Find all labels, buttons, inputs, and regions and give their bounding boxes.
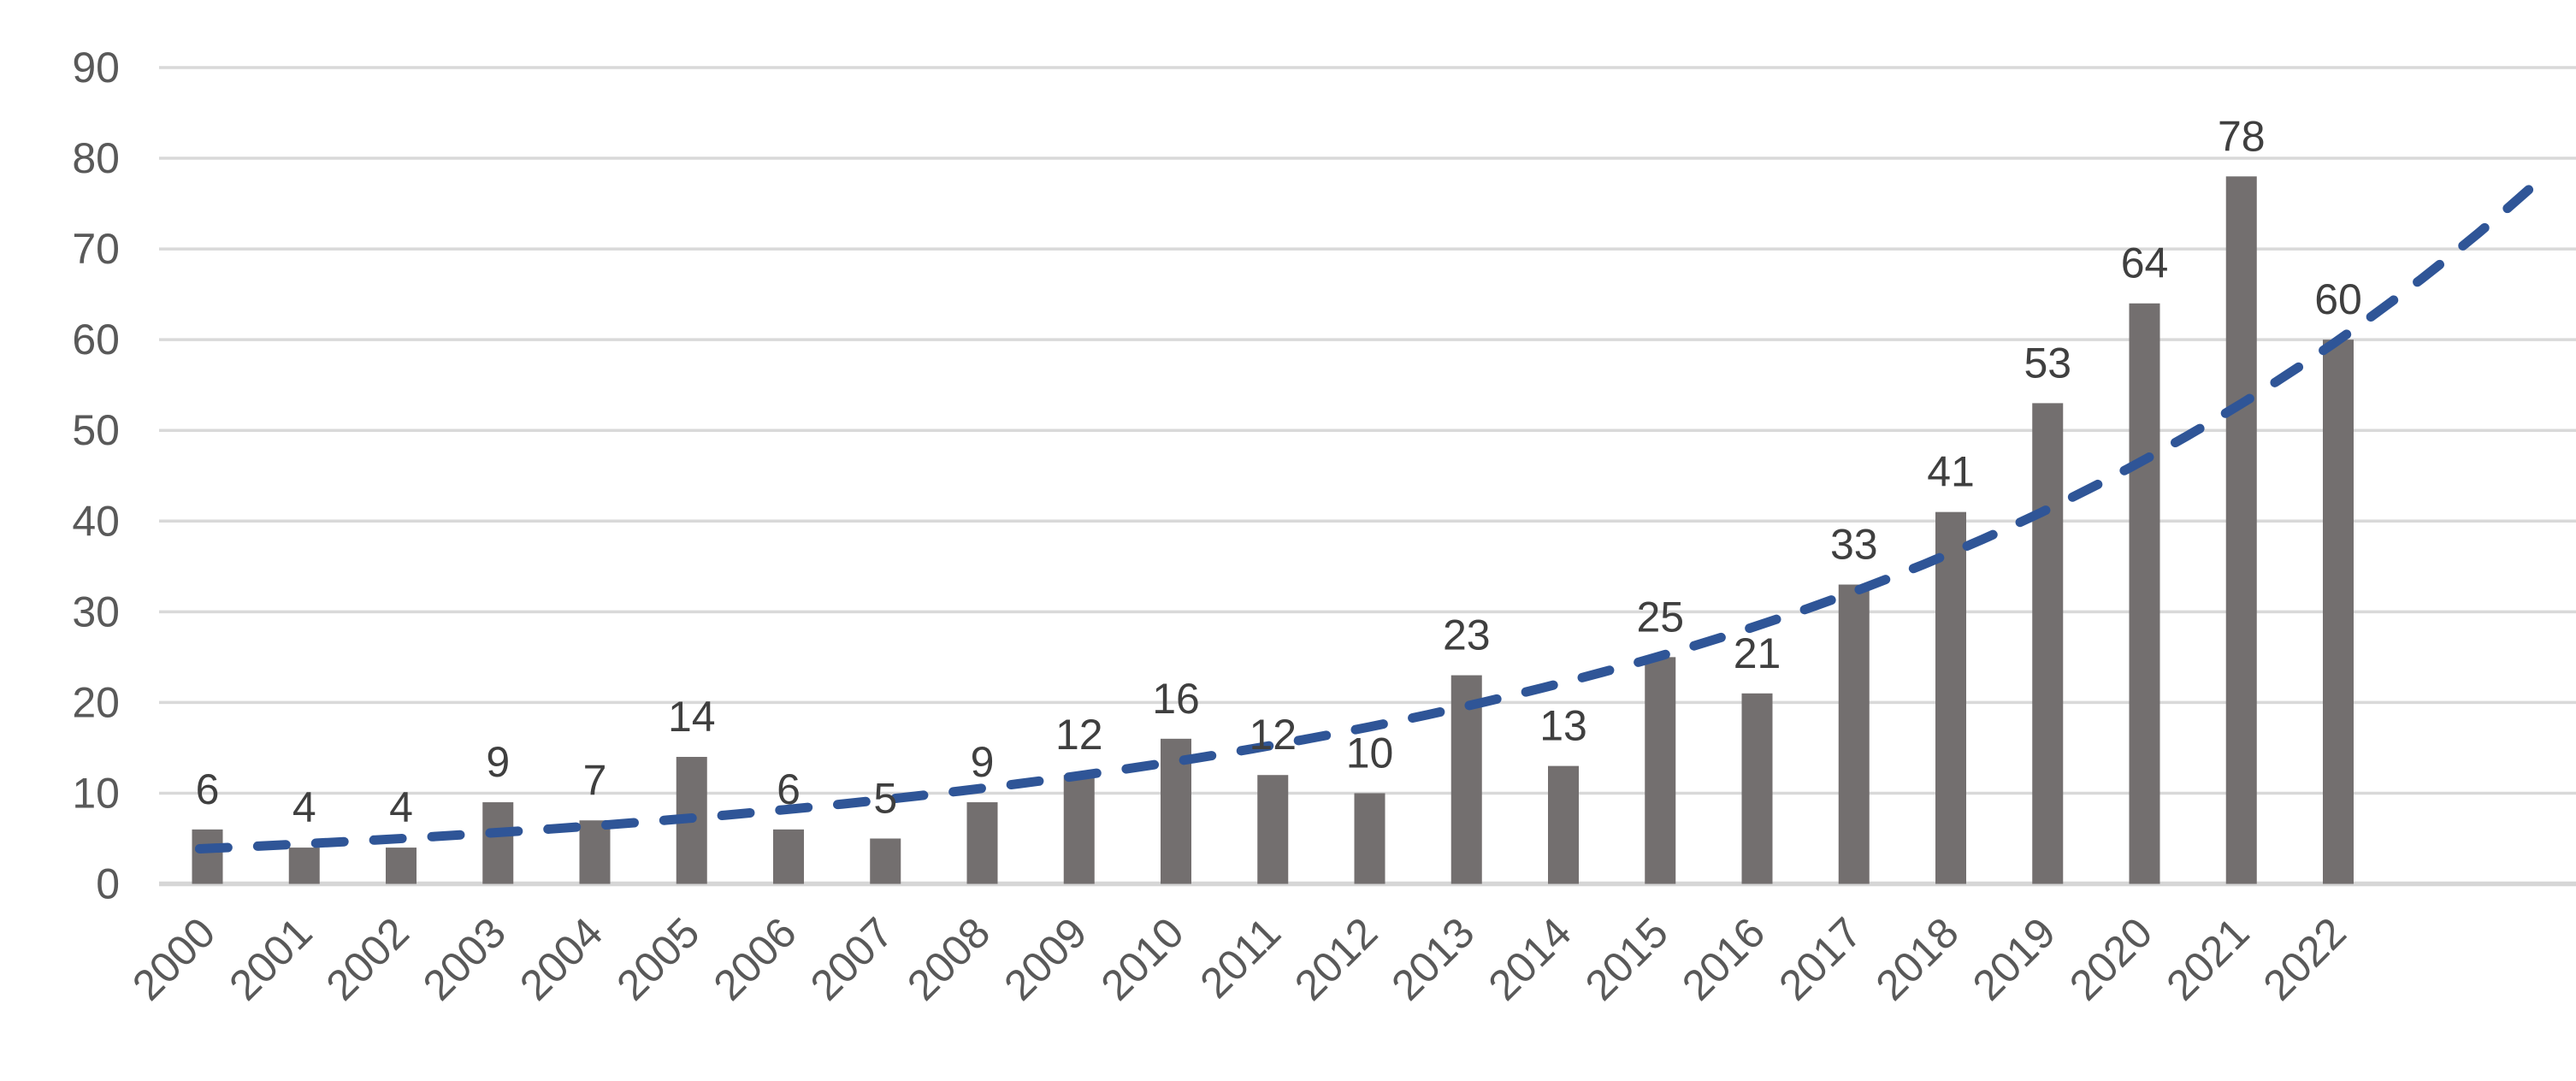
y-axis-tick-label-10: 10 xyxy=(72,769,120,817)
value-label-2000: 6 xyxy=(196,765,220,813)
bar-2016 xyxy=(1741,693,1773,884)
x-axis-tick-label-2020: 2020 xyxy=(2060,908,2161,1009)
value-label-2005: 14 xyxy=(668,693,716,741)
y-axis-tick-label-30: 30 xyxy=(72,588,120,635)
bar-2004 xyxy=(579,820,611,884)
y-axis-tick-label-20: 20 xyxy=(72,678,120,726)
bar-2000 xyxy=(192,829,223,884)
bar-2015 xyxy=(1645,657,1676,884)
x-axis-tick-label-2015: 2015 xyxy=(1576,908,1677,1009)
x-axis-tick-label-2018: 2018 xyxy=(1867,908,1968,1009)
x-axis-labels-group: 2000200120022003200420052006200720082009… xyxy=(123,908,2355,1009)
x-axis-tick-label-2005: 2005 xyxy=(607,908,708,1009)
value-label-2016: 21 xyxy=(1734,629,1781,677)
bar-2013 xyxy=(1450,675,1482,884)
bar-2019 xyxy=(2032,403,2064,884)
bar-2021 xyxy=(2225,176,2257,884)
x-axis-tick-label-2014: 2014 xyxy=(1480,908,1580,1009)
x-axis-tick-label-2008: 2008 xyxy=(898,908,999,1009)
x-axis-tick-label-2012: 2012 xyxy=(1285,908,1386,1009)
y-axis-tick-label-60: 60 xyxy=(72,316,120,363)
value-label-2009: 12 xyxy=(1055,711,1103,759)
x-axis-tick-label-2016: 2016 xyxy=(1673,908,1774,1009)
bar-2012 xyxy=(1354,793,1385,884)
x-axis-tick-label-2021: 2021 xyxy=(2157,908,2258,1009)
value-label-2001: 4 xyxy=(292,783,316,831)
bars-group xyxy=(192,176,2354,884)
value-label-2022: 60 xyxy=(2314,275,2362,323)
x-axis-tick-label-2001: 2001 xyxy=(220,908,321,1009)
bar-2011 xyxy=(1257,775,1289,884)
value-label-2013: 23 xyxy=(1443,611,1491,659)
value-label-2010: 16 xyxy=(1152,675,1200,723)
value-label-2015: 25 xyxy=(1636,593,1684,641)
y-axis-tick-label-0: 0 xyxy=(96,860,120,908)
value-label-2004: 7 xyxy=(583,756,607,804)
value-label-2017: 33 xyxy=(1830,521,1878,569)
x-axis-tick-label-2010: 2010 xyxy=(1092,908,1193,1009)
bar-2007 xyxy=(870,838,901,884)
bar-2020 xyxy=(2129,303,2160,884)
x-axis-tick-label-2004: 2004 xyxy=(511,908,612,1009)
value-label-2008: 9 xyxy=(971,738,995,786)
bar-2003 xyxy=(482,802,514,884)
y-axis-labels-group: 0 10 20 30 40 50 60 70 80 90 xyxy=(72,44,120,908)
value-label-2021: 78 xyxy=(2218,112,2266,160)
bar-2006 xyxy=(773,829,804,884)
bar-chart-annual-counts-with-trendline: 6 4 4 9 7 14 6 5 9 12 16 12 10 23 13 25 21 33 41 53 64 78 60 20… xyxy=(34,14,2576,1067)
bar-2017 xyxy=(1838,584,1870,884)
value-label-2020: 64 xyxy=(2121,239,2169,287)
x-axis-tick-label-2007: 2007 xyxy=(801,908,902,1009)
x-axis-tick-label-2002: 2002 xyxy=(317,908,418,1009)
y-axis-tick-label-40: 40 xyxy=(72,497,120,545)
value-label-2012: 10 xyxy=(1346,729,1394,777)
x-axis-tick-label-2006: 2006 xyxy=(705,908,806,1009)
bar-2002 xyxy=(386,848,417,884)
bar-2008 xyxy=(966,802,998,884)
bar-2001 xyxy=(288,848,320,884)
gridlines-group xyxy=(159,66,2576,887)
x-axis-tick-label-2000: 2000 xyxy=(123,908,224,1009)
x-axis-tick-label-2011: 2011 xyxy=(1191,908,1290,1007)
value-label-2007: 5 xyxy=(873,774,897,822)
y-axis-tick-label-90: 90 xyxy=(72,44,120,92)
x-axis-tick-label-2009: 2009 xyxy=(995,908,1096,1009)
value-label-2018: 41 xyxy=(1927,448,1975,496)
bar-2022 xyxy=(2323,340,2354,884)
y-axis-tick-label-50: 50 xyxy=(72,406,120,454)
bar-2009 xyxy=(1063,775,1095,884)
value-label-2002: 4 xyxy=(389,783,413,831)
value-label-2003: 9 xyxy=(486,738,510,786)
bar-2014 xyxy=(1548,765,1579,884)
value-label-2011: 12 xyxy=(1249,711,1297,759)
x-axis-tick-label-2003: 2003 xyxy=(414,908,515,1009)
value-label-2019: 53 xyxy=(2024,339,2071,387)
x-axis-tick-label-2017: 2017 xyxy=(1770,908,1870,1009)
x-axis-tick-label-2019: 2019 xyxy=(1964,908,2065,1009)
x-axis-tick-label-2013: 2013 xyxy=(1382,908,1483,1009)
y-axis-tick-label-80: 80 xyxy=(72,134,120,182)
y-axis-tick-label-70: 70 xyxy=(72,225,120,273)
bar-2018 xyxy=(1935,511,1966,884)
exponential-trendline xyxy=(194,176,2543,854)
value-label-2006: 6 xyxy=(777,765,801,813)
x-axis-tick-label-2022: 2022 xyxy=(2254,908,2355,1009)
value-label-2014: 13 xyxy=(1539,702,1587,750)
